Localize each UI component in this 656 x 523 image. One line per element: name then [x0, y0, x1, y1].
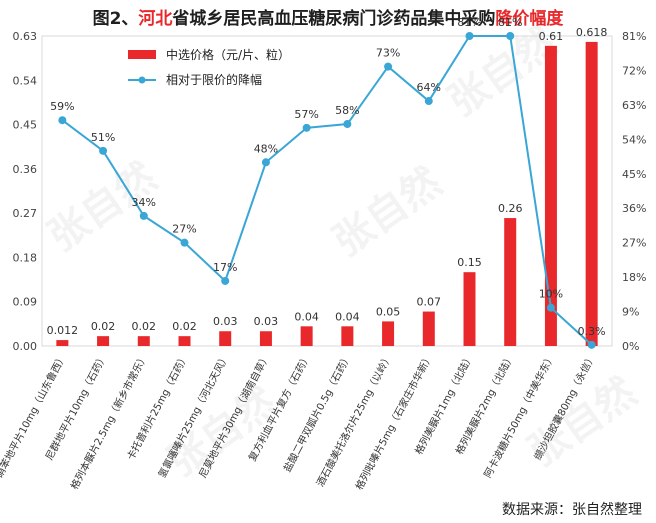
bar-value-label: 0.03: [254, 315, 279, 328]
left-axis-tick-label: 0.54: [13, 74, 38, 87]
line-point: [180, 238, 189, 247]
x-axis-category-label: 硝苯地平片10mg（山东鲁西）: [0, 351, 69, 480]
line-value-label: 73%: [376, 47, 400, 60]
x-axis-category-label: 酒石酸美托洛尔片25mg（以岭）: [313, 351, 394, 489]
bar: [137, 336, 150, 346]
bar-value-label: 0.012: [47, 324, 79, 337]
bar: [585, 41, 598, 347]
right-axis-tick-label: 18%: [622, 271, 646, 284]
plot-area-border: [41, 35, 613, 347]
right-axis-tick-label: 63%: [622, 99, 646, 112]
line-point: [302, 123, 311, 132]
bar: [382, 321, 395, 346]
x-axis-category-label: 氢氯噻嗪片25mg（河北天风）: [155, 351, 232, 480]
bar: [463, 272, 476, 346]
x-axis-category-label: 格列本脲片2.5mg（新乡市常乐）: [68, 351, 151, 491]
line-point: [546, 303, 555, 312]
bar: [300, 326, 313, 346]
bar: [504, 218, 517, 346]
line-point: [58, 116, 67, 125]
line-value-label: 51%: [91, 131, 115, 144]
bar-value-label: 0.26: [498, 202, 523, 215]
right-axis-tick-label: 54%: [622, 133, 646, 146]
line-value-label: 59%: [50, 100, 74, 113]
chart-title: 图2、河北省城乡居民高血压糖尿病门诊药品集中采购降价幅度: [0, 4, 656, 29]
legend-bar-label: 中选价格（元/片、粒）: [166, 47, 290, 62]
legend-line-marker: [138, 76, 146, 84]
bar: [341, 326, 354, 346]
bar-value-label: 0.02: [91, 320, 116, 333]
bar-value-label: 0.04: [294, 310, 319, 323]
left-axis-tick-label: 0.36: [13, 163, 38, 176]
line-value-label: 0.3%: [578, 325, 606, 338]
line-value-label: 10%: [539, 288, 563, 301]
bar: [97, 336, 110, 346]
line-value-label: 81%: [498, 16, 522, 29]
title-middle: 省城乡居民高血压糖尿病门诊药品集中采购: [172, 9, 496, 29]
line-point: [465, 32, 474, 40]
left-axis-tick-label: 0.00: [13, 340, 38, 353]
left-axis-tick-label: 0.63: [13, 30, 38, 43]
x-axis-category-label: 盐酸二甲双胍片0.5g（石药）: [280, 351, 354, 474]
bar-value-label: 0.15: [457, 256, 482, 269]
bar-value-label: 0.05: [376, 305, 401, 318]
line-value-label: 34%: [132, 196, 156, 209]
bar: [544, 45, 557, 346]
line-point: [99, 146, 108, 155]
line-point: [261, 158, 270, 167]
bar-value-label: 0.02: [172, 320, 197, 333]
title-prefix: 图2、: [92, 9, 139, 29]
right-axis-tick-label: 72%: [622, 64, 646, 77]
line-value-label: 81%: [457, 16, 481, 29]
bar-value-label: 0.618: [576, 26, 608, 39]
bar: [259, 331, 272, 346]
bar-value-label: 0.61: [539, 30, 564, 43]
line-point: [139, 211, 148, 220]
line-point: [424, 97, 433, 106]
right-axis-tick-label: 9%: [622, 306, 639, 319]
decline-line: [61, 35, 593, 346]
line-value-label: 17%: [213, 261, 237, 274]
x-axis-category-label: 阿卡波糖片50mg（中美华东）: [481, 351, 558, 480]
left-axis-tick-label: 0.09: [13, 296, 38, 309]
right-axis-tick-label: 81%: [622, 30, 646, 43]
x-axis-category-label: 格列吡嗪片5mg（石家庄市华新）: [352, 351, 435, 492]
line-point: [506, 32, 515, 40]
bar-value-label: 0.02: [132, 320, 157, 333]
bar: [422, 311, 435, 346]
legend-line-label: 相对于限价的降幅: [166, 72, 262, 87]
title-highlight-1: 河北: [138, 9, 173, 29]
left-axis-tick-label: 0.18: [13, 251, 38, 264]
line-point: [343, 120, 352, 129]
left-axis-tick-label: 0.45: [13, 119, 38, 132]
line-value-label: 58%: [335, 104, 359, 117]
bar-value-label: 0.07: [417, 296, 442, 309]
line-value-label: 48%: [254, 142, 278, 155]
line-value-label: 64%: [417, 81, 441, 94]
line-value-label: 57%: [294, 108, 318, 121]
right-axis-tick-label: 36%: [622, 202, 646, 215]
data-source-note: 数据来源：张自然整理: [502, 502, 642, 518]
right-axis-tick-label: 45%: [622, 168, 646, 181]
right-axis-tick-label: 0%: [622, 340, 639, 353]
x-axis-category-label: 尼莫地平片30mg（湖南自草）: [196, 351, 273, 480]
bar: [219, 331, 232, 346]
title-highlight-2: 降价幅度: [495, 9, 564, 29]
line-point: [587, 340, 596, 349]
left-axis-tick-label: 0.27: [13, 207, 38, 220]
bar: [178, 336, 191, 346]
legend-bar-swatch: [128, 50, 156, 59]
line-point: [384, 62, 393, 71]
bar-value-label: 0.04: [335, 310, 360, 323]
bar: [56, 340, 69, 346]
line-value-label: 27%: [172, 223, 196, 236]
right-axis-tick-label: 27%: [622, 237, 646, 250]
line-point: [221, 276, 230, 285]
bar-value-label: 0.03: [213, 315, 238, 328]
